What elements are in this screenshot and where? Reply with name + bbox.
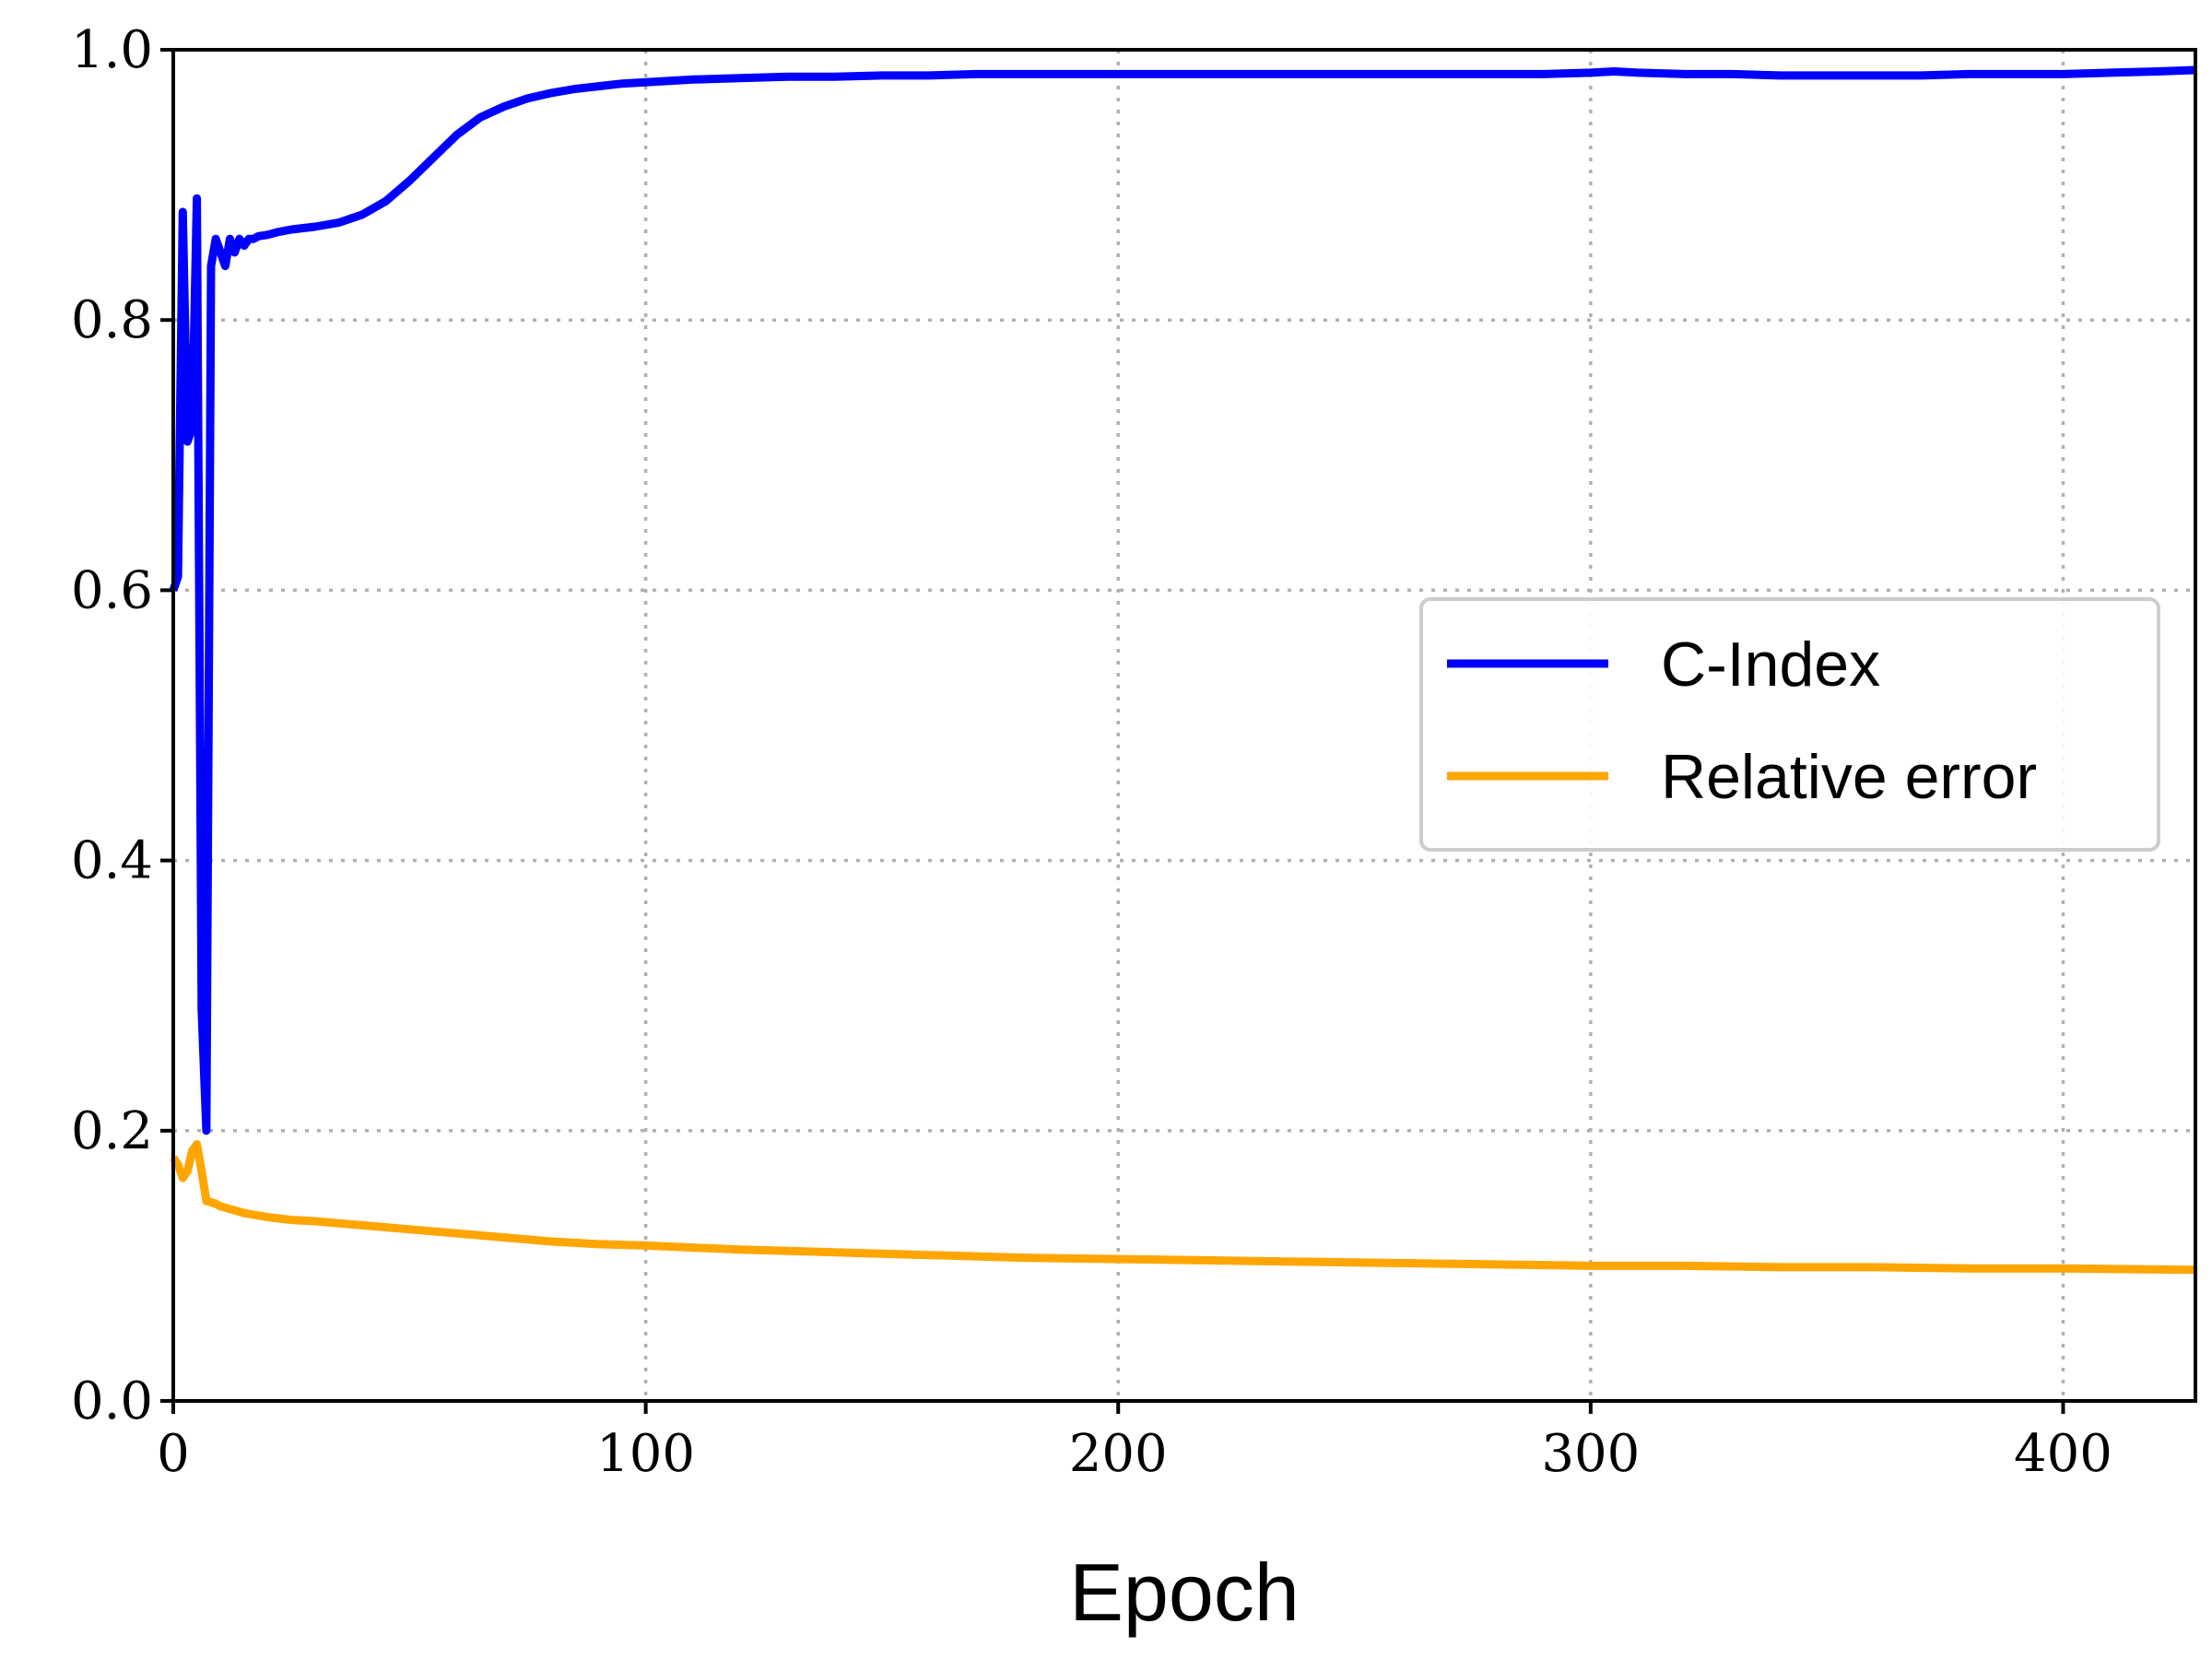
x-tick-label: 300 [1541, 1424, 1640, 1484]
y-tick-label: 0.2 [71, 1101, 153, 1161]
plot-frame [171, 48, 2197, 1403]
y-tick-label: 0.6 [71, 560, 153, 620]
axis-ticks: 0 100 200 300 400 0.0 0.2 0.4 0.6 0.8 1.0 [71, 20, 2112, 1484]
legend-label-relative-error: Relative error [1661, 742, 2037, 812]
series-line-c-index [169, 65, 2196, 1135]
x-tick-label: 0 [157, 1424, 190, 1484]
x-tick-label: 100 [596, 1424, 695, 1484]
x-tick-label: 400 [2014, 1424, 2112, 1484]
y-tick-label: 0.8 [71, 290, 153, 350]
legend: C-Index Relative error [1419, 597, 2160, 852]
y-tick-label: 1.0 [71, 20, 153, 80]
series-lines [169, 65, 2196, 1275]
y-tick-label: 0.0 [71, 1371, 153, 1431]
x-tick-label: 200 [1069, 1424, 1168, 1484]
legend-label-c-index: C-Index [1661, 629, 1880, 700]
series-line-relative-error [170, 1140, 2196, 1275]
grid-lines [173, 50, 2195, 1401]
y-tick-label: 0.4 [71, 831, 153, 891]
x-axis-title: Epoch [1069, 1547, 1300, 1638]
